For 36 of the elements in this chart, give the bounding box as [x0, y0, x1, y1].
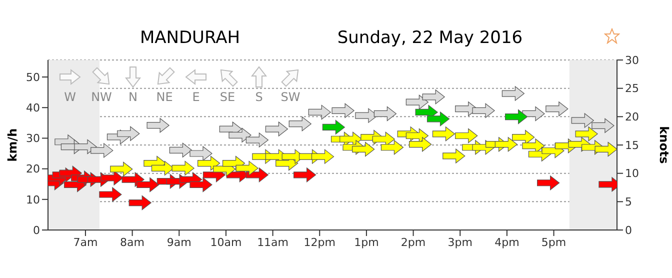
x-tick-label: 1pm [354, 236, 379, 249]
y-tick-label: 30 [26, 132, 40, 146]
x-tick-label: 11am [257, 236, 289, 249]
y2-axis-title: knots [656, 126, 671, 164]
annotation: S [254, 90, 264, 104]
x-tick-label: 9am [166, 236, 192, 249]
annotation: SW [280, 90, 302, 104]
y-tick-label: 20 [26, 162, 40, 176]
chart-title: MANDURAH [138, 28, 242, 48]
y-tick-label: 50 [26, 70, 40, 84]
y2-tick-label: 15 [625, 138, 639, 152]
x-tick-label: 4pm [494, 236, 520, 249]
x-tick-label: 2pm [400, 236, 426, 249]
x-tick-label: 8am [120, 236, 145, 249]
chart-subtitle: Sunday, 22 May 2016 [336, 28, 524, 48]
y2-tick-label: 25 [625, 82, 639, 96]
annotation: N [128, 90, 138, 104]
annotation: E [191, 90, 201, 104]
annotation: NW [90, 90, 113, 104]
y2-tick-label: 10 [625, 167, 639, 180]
y-tick-label: 10 [26, 193, 40, 206]
x-tick-label: 3pm [448, 236, 472, 249]
x-tick-label: 7am [73, 236, 98, 249]
x-tick-label: 12pm [304, 236, 336, 249]
y2-tick-label: 5 [625, 196, 632, 209]
y2-tick-label: 20 [625, 110, 639, 124]
y-axis-title: km/h [5, 128, 20, 162]
y2-tick-label: 0 [625, 224, 632, 237]
x-tick-label: 5pm [541, 236, 566, 249]
annotation: SE [218, 90, 236, 104]
y-tick-label: 0 [33, 224, 40, 237]
annotation: NE [155, 90, 174, 104]
annotation: W [63, 90, 77, 104]
y-tick-label: 40 [26, 102, 40, 115]
x-tick-label: 10am [210, 236, 242, 249]
y2-tick-label: 30 [625, 54, 639, 67]
